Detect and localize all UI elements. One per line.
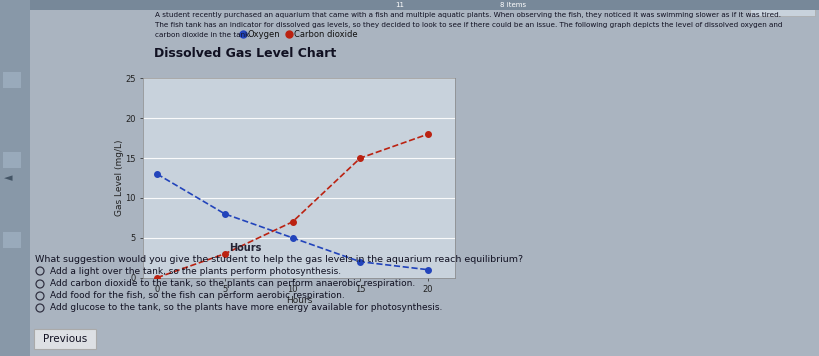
Text: Previous: Previous bbox=[43, 334, 87, 344]
FancyBboxPatch shape bbox=[0, 0, 30, 356]
Legend: Oxygen, Carbon dioxide: Oxygen, Carbon dioxide bbox=[238, 27, 360, 42]
Text: 11: 11 bbox=[395, 2, 404, 8]
Text: 8 items: 8 items bbox=[500, 2, 526, 8]
Y-axis label: Gas Level (mg/L): Gas Level (mg/L) bbox=[115, 140, 124, 216]
Text: Add carbon dioxide to the tank, so the plants can perform anaerobic respiration.: Add carbon dioxide to the tank, so the p… bbox=[50, 279, 414, 288]
Text: ◄: ◄ bbox=[4, 173, 12, 183]
FancyBboxPatch shape bbox=[34, 329, 96, 349]
Text: Add food for the fish, so the fish can perform aerobic respiration.: Add food for the fish, so the fish can p… bbox=[50, 292, 344, 300]
FancyBboxPatch shape bbox=[3, 72, 21, 88]
Text: What suggestion would you give the student to help the gas levels in the aquariu: What suggestion would you give the stude… bbox=[35, 255, 523, 264]
Text: carbon dioxide in the tank.: carbon dioxide in the tank. bbox=[155, 32, 251, 38]
FancyBboxPatch shape bbox=[3, 152, 21, 168]
Text: Add glucose to the tank, so the plants have more energy available for photosynth: Add glucose to the tank, so the plants h… bbox=[50, 304, 441, 313]
FancyBboxPatch shape bbox=[30, 0, 819, 10]
Text: Hours: Hours bbox=[229, 243, 261, 253]
Text: Add a light over the tank, so the plants perform photosynthesis.: Add a light over the tank, so the plants… bbox=[50, 267, 341, 276]
Text: The fish tank has an indicator for dissolved gas levels, so they decided to look: The fish tank has an indicator for disso… bbox=[155, 22, 781, 28]
FancyBboxPatch shape bbox=[749, 2, 814, 16]
Text: A student recently purchased an aquarium that came with a fish and multiple aqua: A student recently purchased an aquarium… bbox=[155, 12, 780, 18]
X-axis label: Hours: Hours bbox=[286, 296, 312, 305]
FancyBboxPatch shape bbox=[3, 232, 21, 248]
Text: Dissolved Gas Level Chart: Dissolved Gas Level Chart bbox=[154, 47, 336, 60]
